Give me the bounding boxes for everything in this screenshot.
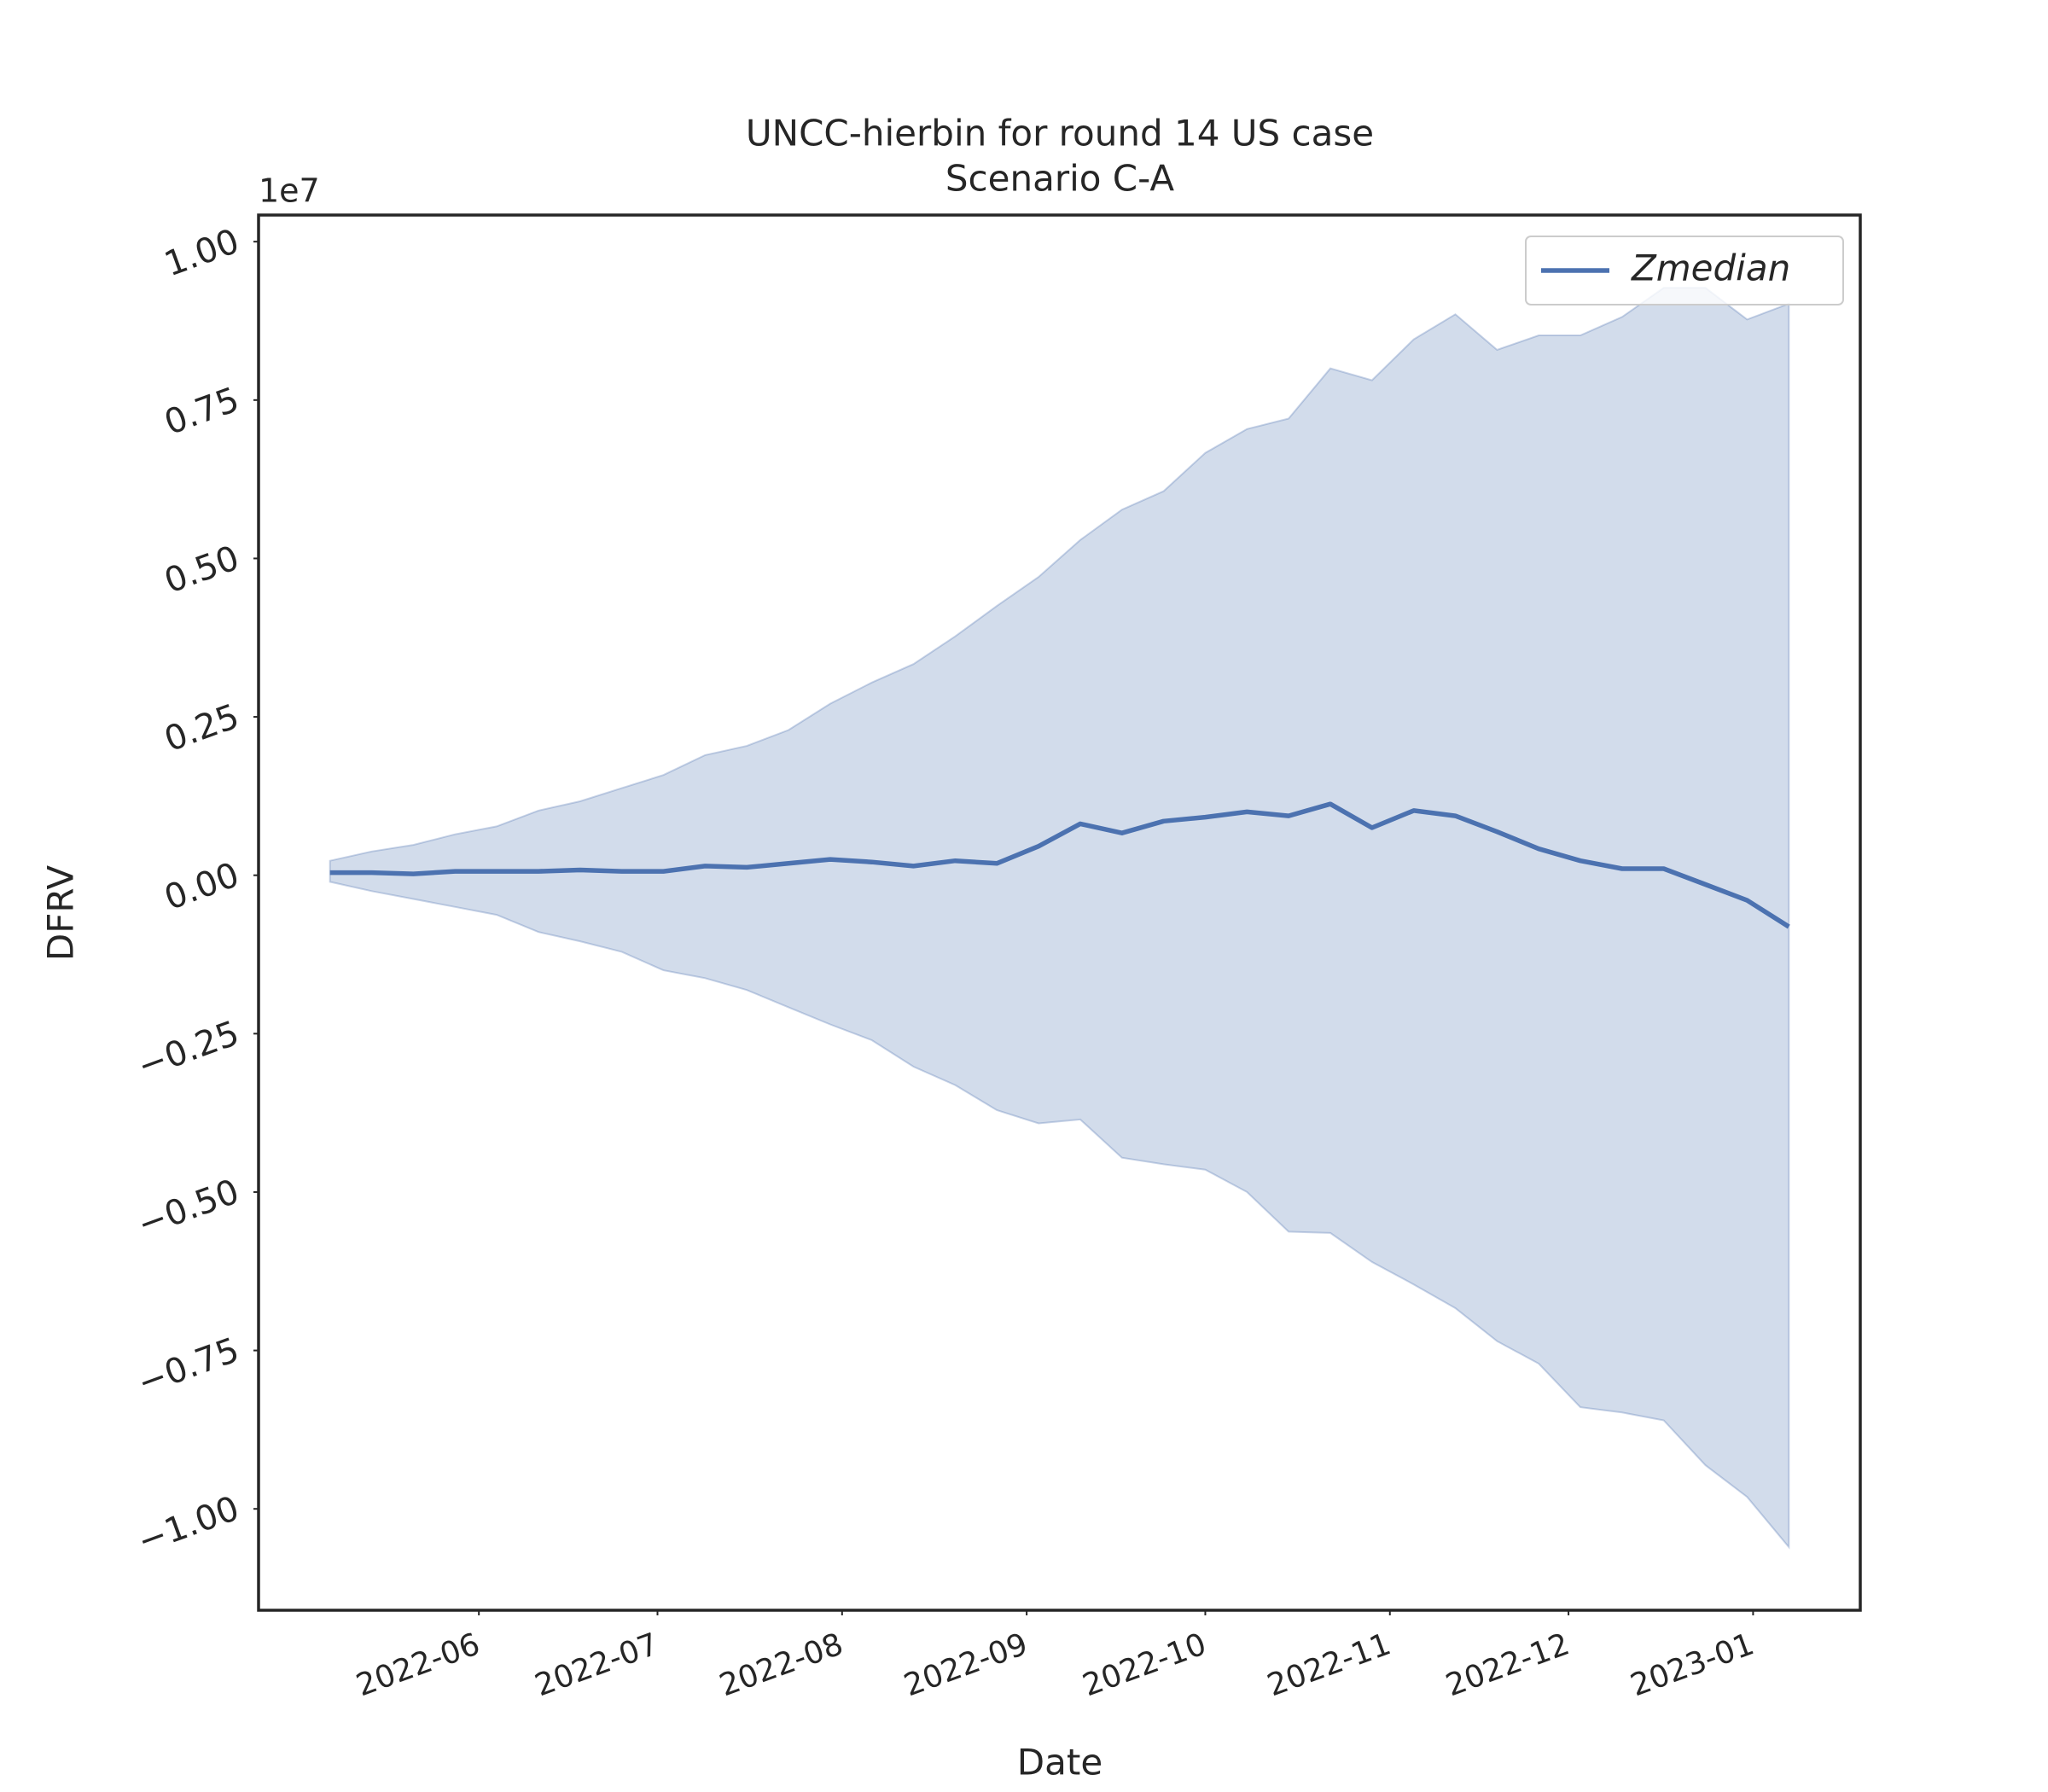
legend-box: [1525, 236, 1844, 305]
y-offset-label: 1e7: [259, 172, 320, 210]
legend-label: Zmedian: [1631, 247, 1790, 289]
chart-subtitle: Scenario C-A: [945, 158, 1174, 200]
legend: Zmedian: [1525, 236, 1844, 305]
plot-frame: [257, 213, 1862, 1612]
y-axis-label: DFRV: [40, 865, 82, 961]
line: [329, 801, 1790, 929]
uncertainty-band: [329, 287, 1790, 1550]
chart-title: UNCC-hierbin for round 14 US case: [746, 113, 1374, 154]
x-axis-label: Date: [1017, 1742, 1103, 1783]
